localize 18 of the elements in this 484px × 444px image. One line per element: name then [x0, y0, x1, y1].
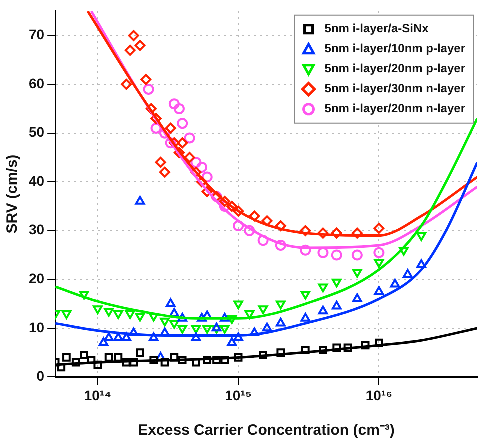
y-tick-label: 50	[28, 124, 45, 140]
legend-label: 5nm i-layer/20nm p-layer	[324, 62, 466, 76]
y-tick-label: 0	[36, 368, 45, 384]
y-tick-label: 40	[28, 172, 45, 189]
legend-label: 5nm i-layer/10nm p-layer	[324, 42, 466, 56]
x-tick-label: 10¹⁴	[84, 387, 112, 404]
y-tick-label: 10	[28, 319, 45, 336]
y-tick-label: 20	[28, 270, 45, 287]
legend-label: 5nm i-layer/30nm n-layer	[324, 82, 466, 96]
x-tick-label: 10¹⁶	[366, 387, 393, 404]
legend-label: 5nm i-layer/a-SiNx	[324, 22, 430, 36]
x-axis-title: Excess Carrier Concentration (cm⁻³)	[138, 422, 395, 440]
legend-label: 5nm i-layer/20nm n-layer	[324, 102, 466, 116]
y-axis-title: SRV (cm/s)	[4, 154, 22, 234]
x-tick-label: 10¹⁵	[225, 387, 252, 404]
y-tick-label: 30	[28, 222, 45, 238]
y-tick-label: 70	[28, 26, 45, 43]
y-tick-label: 60	[28, 75, 45, 92]
